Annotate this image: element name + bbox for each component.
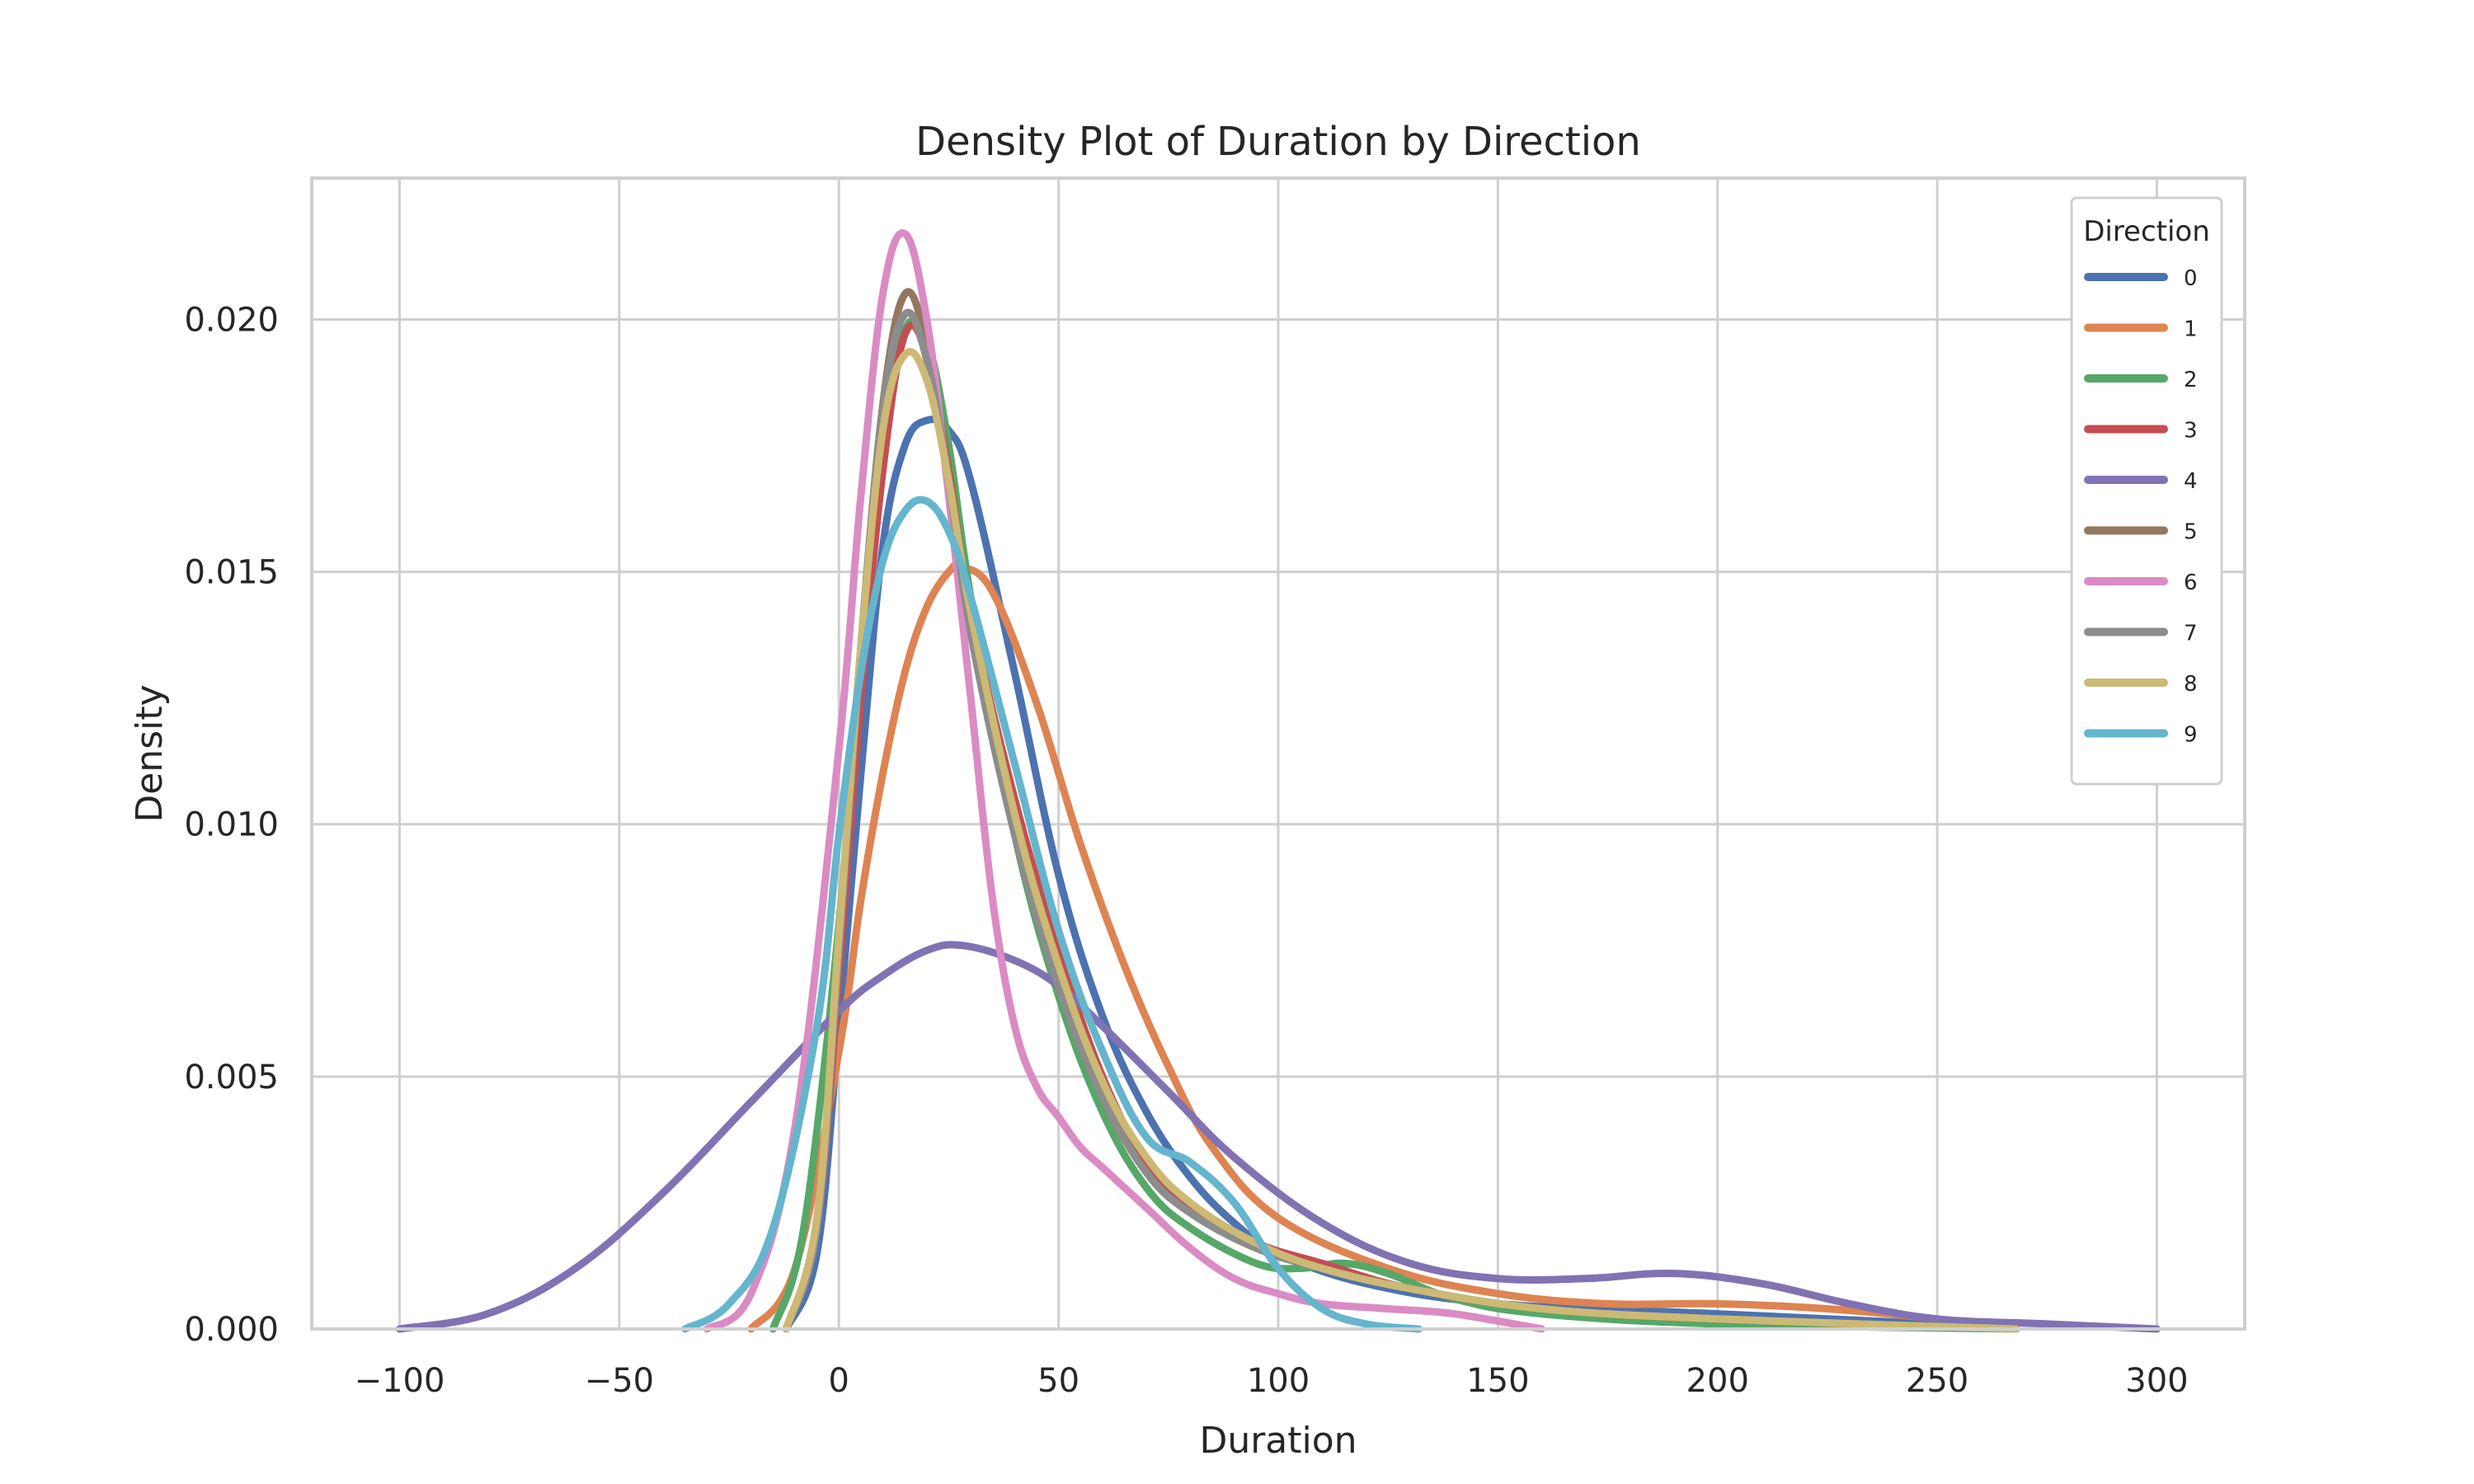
series-line-0	[782, 416, 2020, 1333]
legend-label: 3	[2184, 419, 2198, 444]
legend-label: 2	[2184, 368, 2198, 392]
y-axis-title: Density	[129, 684, 171, 822]
legend-title: Direction	[2083, 215, 2210, 248]
chart-title: Density Plot of Duration by Direction	[915, 119, 1641, 165]
grid	[312, 178, 2245, 1331]
legend-label: 8	[2184, 672, 2198, 697]
series-line-5	[782, 288, 2020, 1333]
x-tick-label: −50	[585, 1362, 654, 1400]
plot-frame	[310, 176, 2246, 1331]
legend-label: 6	[2184, 571, 2198, 595]
series-line-6	[703, 229, 1546, 1333]
legend-label: 9	[2184, 723, 2198, 748]
series-line-9	[681, 495, 1423, 1333]
legend-label: 4	[2184, 469, 2198, 494]
tick-labels: −100 −50 0 50 100 150 200 250 300 0.000 0.005 0.010…	[184, 301, 2188, 1400]
series-line-8	[782, 348, 2020, 1333]
legend-label: 7	[2184, 622, 2198, 646]
legend-items: 0 1 2 3 4 5 6 7 8 9	[2084, 266, 2198, 748]
x-tick-label: 100	[1247, 1362, 1310, 1400]
legend-label: 1	[2184, 317, 2198, 342]
x-tick-label: 300	[2125, 1362, 2188, 1400]
y-tick-label: 0.020	[184, 301, 279, 339]
series-line-7	[782, 308, 2020, 1333]
y-tick-label: 0.005	[184, 1059, 279, 1097]
x-tick-label: 50	[1037, 1362, 1079, 1400]
y-tick-label: 0.015	[184, 554, 279, 592]
x-tick-label: 200	[1686, 1362, 1749, 1400]
series-line-1	[747, 561, 2020, 1333]
x-tick-label: 0	[829, 1362, 849, 1400]
x-tick-label: 150	[1466, 1362, 1529, 1400]
series-line-4	[396, 941, 2161, 1333]
series-lines	[396, 229, 2161, 1333]
x-axis-title: Duration	[1199, 1420, 1357, 1462]
legend-label: 5	[2184, 520, 2198, 545]
y-tick-label: 0.010	[184, 806, 279, 844]
legend-label: 0	[2184, 266, 2198, 291]
y-tick-label: 0.000	[184, 1311, 279, 1349]
x-tick-label: 250	[1906, 1362, 1968, 1400]
x-tick-label: −100	[355, 1362, 445, 1400]
legend: Direction 0 1 2 3 4 5 6 7 8 9	[2070, 196, 2223, 786]
legend-box	[2070, 196, 2223, 786]
